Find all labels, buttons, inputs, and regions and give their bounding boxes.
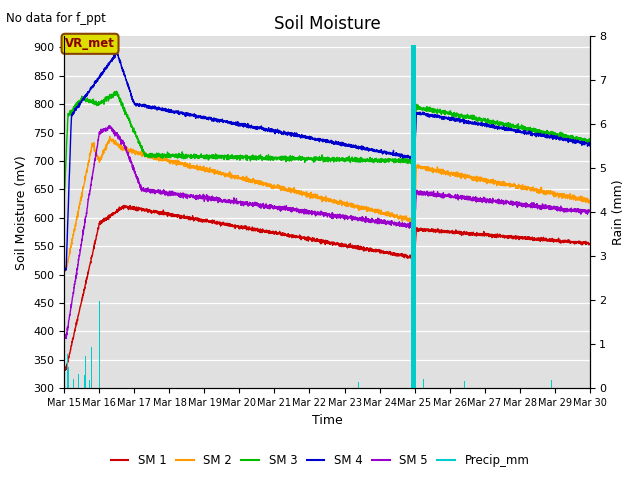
Title: Soil Moisture: Soil Moisture — [274, 15, 380, 33]
Y-axis label: Rain (mm): Rain (mm) — [612, 180, 625, 245]
Text: VR_met: VR_met — [65, 37, 115, 50]
X-axis label: Time: Time — [312, 414, 342, 427]
Text: No data for f_ppt: No data for f_ppt — [6, 12, 106, 25]
Y-axis label: Soil Moisture (mV): Soil Moisture (mV) — [15, 155, 28, 269]
Legend: SM 1, SM 2, SM 3, SM 4, SM 5, Precip_mm: SM 1, SM 2, SM 3, SM 4, SM 5, Precip_mm — [106, 449, 534, 472]
